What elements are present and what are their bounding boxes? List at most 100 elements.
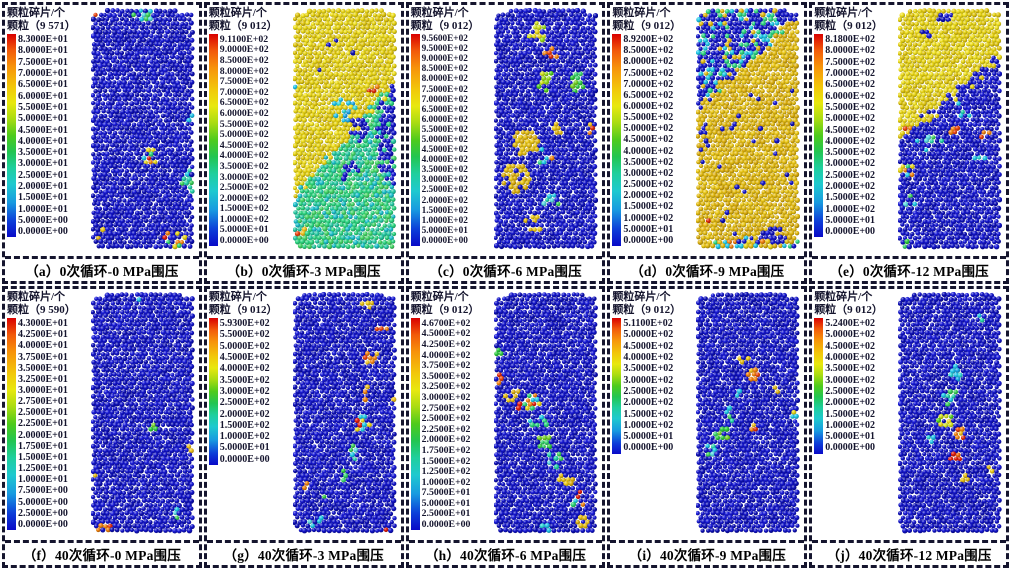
colorbar-gradient: [7, 318, 16, 530]
colorbar-tick-label: 5.0000E+02: [623, 329, 674, 341]
colorbar-tick-label: 3.7500E+01: [18, 351, 68, 363]
colorbar-tick-label: 1.5000E+02: [623, 408, 674, 420]
colorbar-gradient: [410, 318, 420, 530]
colorbar-tick-label: 5.0000E+01: [219, 224, 269, 236]
colorbar-tick-label: 2.0000E+02: [421, 195, 468, 206]
colorbar-tick-label: 3.0000E+02: [219, 385, 270, 397]
particle-cylinder: [898, 292, 1002, 534]
panel-caption: （d）0次循环-9 MPa围压: [630, 264, 785, 279]
particle-count-label: 颗粒（9 571）: [7, 20, 76, 32]
colorbar-tick-label: 2.5000E+02: [623, 385, 674, 397]
particle-cylinder: [292, 292, 397, 534]
colorbar-tick-label: 2.5000E+00: [18, 507, 68, 519]
panel-f: 颗粒碎片/个 颗粒（9 590） 4.3000E+01 4.2500E+01 4.000…: [2, 286, 202, 568]
particle-cylinder: [696, 292, 801, 534]
colorbar-title: 颗粒碎片/个: [612, 291, 671, 303]
colorbar-tick-label: 2.5000E+02: [421, 185, 468, 196]
colorbar-tick-label: 5.1100E+02: [623, 318, 673, 330]
colorbar-tick-label: 3.5000E+02: [623, 363, 674, 375]
colorbar-tick-label: 4.5000E+02: [421, 145, 468, 156]
colorbar-tick-label: 5.0000E+02: [219, 340, 270, 352]
colorbar-tick-label: 4.0000E+02: [825, 135, 876, 147]
panel-body: 颗粒碎片/个 颗粒（9 012） 9.1100E+02 9.0000E+02 8.500…: [206, 5, 401, 259]
colorbar-tick-label: 4.0000E+02: [219, 363, 270, 375]
colorbar-tick-label: 7.5000E+02: [623, 67, 674, 79]
colorbar-gradient: [208, 318, 218, 465]
panel-j: 颗粒碎片/个 颗粒（9 012） 5.2400E+02 5.0000E+02 4.500…: [809, 286, 1009, 568]
particle-cylinder: [696, 8, 801, 250]
colorbar-tick-label: 1.0000E+02: [623, 419, 674, 431]
colorbar-tick-label: 4.0000E+02: [421, 349, 471, 361]
colorbar-tick-label: 4.6700E+02: [421, 317, 471, 329]
colorbar-tick-label: 4.5000E+02: [219, 352, 270, 364]
colorbar-tick-label: 2.7500E+02: [421, 402, 471, 414]
colorbar-tick-label: 3.5000E+01: [18, 362, 68, 374]
colorbar-tick-label: 0.0000E+00: [18, 518, 68, 530]
colorbar-tick-label: 7.0000E+02: [421, 94, 468, 105]
colorbar-gradient: [410, 34, 420, 246]
colorbar-tick-label: 6.5000E+02: [219, 97, 269, 109]
colorbar-tick-label: 1.5000E+02: [623, 201, 674, 213]
colorbar-tick-label: 8.3000E+01: [18, 34, 68, 46]
colorbar-tick-label: 1.0000E+02: [219, 431, 270, 443]
colorbar-tick-label: 5.5000E+01: [18, 101, 68, 113]
colorbar-tick-label: 3.0000E+01: [18, 385, 68, 397]
colorbar-tick-label: 7.5000E+01: [421, 487, 471, 499]
panel-body: 颗粒碎片/个 颗粒（9 012） 4.6700E+02 4.5000E+02 4.250…: [408, 289, 603, 543]
colorbar-tick-label: 4.2500E+02: [421, 338, 471, 350]
colorbar-tick-label: 0.0000E+00: [219, 235, 269, 247]
colorbar-title: 颗粒碎片/个: [208, 7, 267, 19]
panel-i: 颗粒碎片/个 颗粒（9 012） 5.1100E+02 5.0000E+02 4.500…: [607, 286, 808, 568]
colorbar-tick-label: 4.0000E+02: [825, 352, 876, 364]
colorbar-tick-label: 2.0000E+02: [825, 181, 876, 192]
panel-caption: （j）40次循环-12 MPa围压: [826, 548, 992, 563]
colorbar-tick-label: 2.0000E+02: [421, 434, 471, 446]
colorbar-tick-label: 2.5000E+02: [825, 169, 876, 181]
colorbar-tick-label: 2.2500E+01: [18, 418, 68, 430]
colorbar-tick-label: 4.5000E+02: [623, 340, 674, 352]
panel-caption: （b）0次循环-3 MPa围压: [226, 264, 381, 279]
panel-caption: （c）0次循环-6 MPa围压: [429, 264, 582, 279]
colorbar-tick-label: 4.0000E+02: [623, 145, 674, 157]
colorbar-legend: 颗粒碎片/个 颗粒（9 590） 4.3000E+01 4.2500E+01 4.000…: [5, 289, 87, 530]
colorbar-legend: 颗粒碎片/个 颗粒（9 012） 9.5600E+02 9.5000E+02 9.000…: [409, 5, 491, 246]
colorbar-tick-label: 1.0000E+02: [825, 419, 876, 431]
colorbar-tick-label: 1.0000E+01: [18, 203, 68, 215]
colorbar-tick-label: 5.0000E+01: [421, 225, 468, 236]
colorbar-tick-label: 1.5000E+02: [219, 203, 269, 215]
colorbar-tick-label: 4.5000E+01: [18, 124, 68, 136]
colorbar-tick-label: 4.5000E+02: [421, 328, 471, 340]
colorbar-tick-label: 2.5000E+01: [421, 508, 471, 520]
colorbar-tick-label: 2.0000E+01: [18, 429, 68, 441]
colorbar-tick-label: 4.0000E+01: [18, 135, 68, 147]
colorbar-tick-label: 2.0000E+02: [219, 192, 269, 204]
colorbar-legend: 颗粒碎片/个 颗粒（9 012） 4.6700E+02 4.5000E+02 4.250…: [409, 289, 491, 530]
panel-body: 颗粒碎片/个 颗粒（9 012） 9.5600E+02 9.5000E+02 9.000…: [408, 5, 603, 259]
colorbar-gradient: [208, 34, 218, 246]
colorbar-tick-label: 5.0000E+01: [623, 431, 674, 443]
colorbar-legend: 颗粒碎片/个 颗粒（9 012） 5.1100E+02 5.0000E+02 4.500…: [610, 289, 692, 454]
colorbar-tick-label: 5.0000E+01: [623, 223, 674, 235]
colorbar-tick-label: 0.0000E+00: [825, 226, 876, 238]
colorbar-tick-label: 3.0000E+01: [18, 158, 68, 170]
colorbar-tick-label: 9.1100E+02: [219, 33, 269, 45]
colorbar-tick-label: 1.7500E+01: [18, 440, 68, 452]
colorbar-gradient: [612, 318, 622, 454]
colorbar-tick-label: 9.5600E+02: [421, 34, 468, 45]
colorbar-tick-label: 4.5000E+02: [825, 124, 876, 136]
colorbar-tick-label: 0.0000E+00: [219, 453, 270, 465]
colorbar-tick-label: 1.0000E+01: [18, 474, 68, 486]
colorbar-title: 颗粒碎片/个: [7, 291, 66, 303]
colorbar-tick-label: 1.7500E+02: [421, 444, 471, 456]
colorbar-tick-label: 6.5000E+02: [825, 79, 876, 91]
colorbar-tick-label: 9.0000E+02: [219, 44, 269, 56]
colorbar-tick-label: 2.5000E+02: [219, 182, 269, 194]
colorbar-tick-label: 5.0000E+01: [18, 113, 68, 125]
colorbar-tick-label: 3.0000E+02: [825, 158, 876, 170]
panel-body: 颗粒碎片/个 颗粒（9 571） 8.3000E+01 8.0000E+01 7.500…: [5, 5, 199, 259]
colorbar-tick-label: 4.0000E+02: [421, 155, 468, 166]
panel-d: 颗粒碎片/个 颗粒（9 012） 8.9200E+02 8.5000E+02 8.000…: [607, 2, 808, 284]
colorbar-tick-label: 5.5000E+02: [219, 329, 270, 341]
colorbar-tick-label: 6.0000E+02: [825, 90, 876, 102]
